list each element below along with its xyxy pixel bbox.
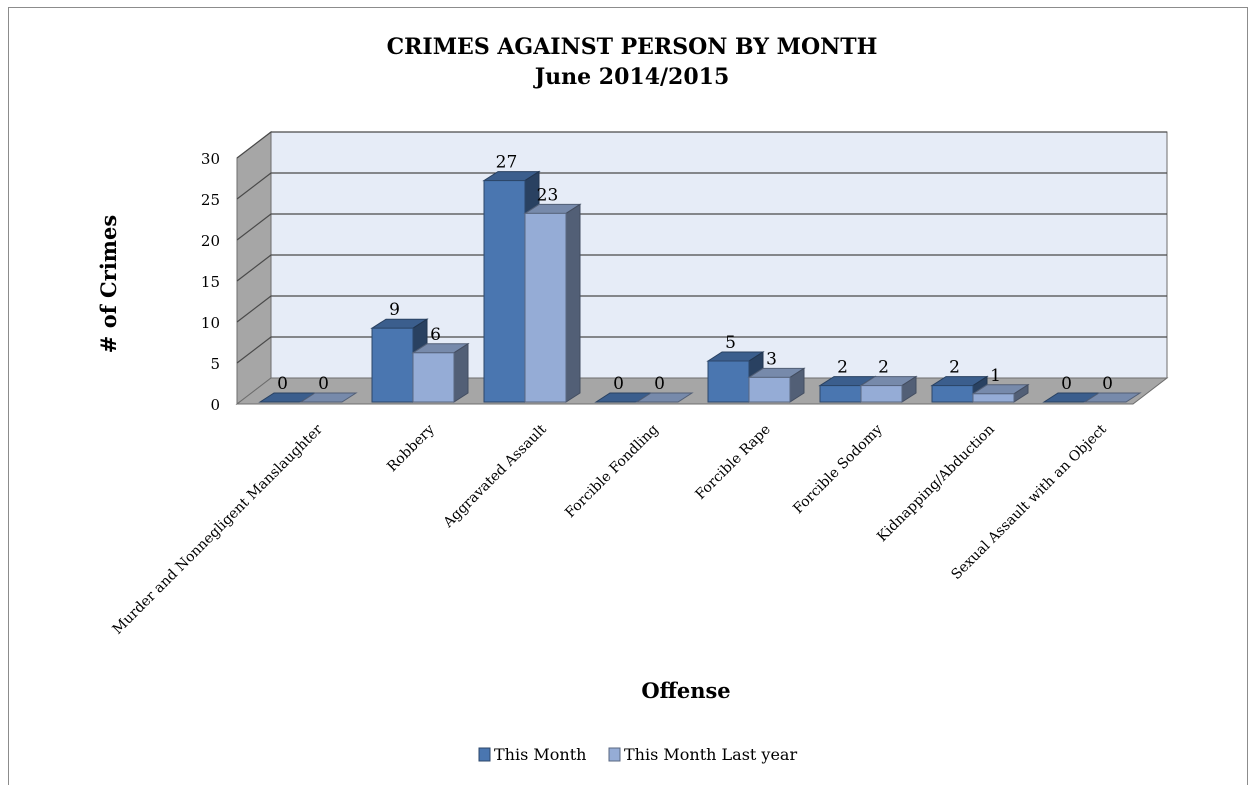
data-label: 0 — [318, 374, 329, 394]
y-tick-label: 20 — [201, 232, 220, 250]
gridline — [236, 254, 1167, 282]
y-tick-label: 0 — [210, 396, 220, 414]
bar-chart: CRIMES AGAINST PERSON BY MONTH June 2014… — [96, 34, 1169, 764]
bar-series — [258, 170, 1142, 403]
bar-last-year — [747, 367, 806, 403]
y-tick-label: 10 — [201, 314, 220, 332]
gridline — [236, 172, 1167, 200]
legend-label: This Month Last year — [624, 745, 797, 764]
chart-subtitle: June 2014/2015 — [533, 64, 730, 90]
data-label: 0 — [613, 374, 624, 394]
bar-last-year — [859, 375, 918, 403]
x-tick-label: Robbery — [384, 421, 438, 475]
gridline — [236, 336, 1167, 364]
data-label: 5 — [725, 333, 736, 353]
x-tick-label: Kidnapping/Abduction — [874, 422, 998, 546]
data-label: 0 — [654, 374, 665, 394]
data-label: 0 — [1061, 374, 1072, 394]
gridline — [236, 213, 1167, 241]
x-tick-label: Forcible Rape — [692, 422, 773, 503]
data-label: 2 — [837, 358, 848, 378]
chart-title: CRIMES AGAINST PERSON BY MONTH — [387, 34, 878, 60]
legend: This Month This Month Last year — [478, 745, 797, 764]
bar-last-year — [299, 392, 358, 403]
data-label: 2 — [949, 358, 960, 378]
x-tick-label: Aggravated Assault — [440, 421, 550, 531]
data-label: 9 — [389, 300, 400, 320]
x-tick-label: Forcible Fondling — [562, 421, 662, 521]
y-tick-label: 30 — [201, 150, 220, 168]
data-label: 0 — [1102, 374, 1113, 394]
y-tick-label: 15 — [201, 273, 220, 291]
bar-last-year — [635, 392, 694, 403]
y-tick-label: 25 — [201, 191, 220, 209]
legend-item: This Month Last year — [608, 745, 797, 764]
data-label: 2 — [878, 358, 889, 378]
data-label: 0 — [277, 374, 288, 394]
x-axis-title: Offense — [641, 678, 730, 703]
gridline — [236, 131, 1167, 159]
bar-last-year — [1083, 392, 1142, 403]
data-label: 1 — [990, 366, 1001, 386]
y-axis-title: # of Crimes — [96, 215, 121, 353]
data-label: 23 — [537, 185, 559, 205]
data-label: 27 — [496, 153, 518, 173]
bar-last-year — [411, 342, 470, 403]
chart-frame: CRIMES AGAINST PERSON BY MONTH June 2014… — [8, 7, 1248, 785]
x-axis-ticks: Murder and Nonnegligent Manslaughter Robb… — [110, 421, 1110, 637]
data-labels: 0 0 9 6 27 23 0 0 5 3 2 2 2 1 0 0 — [277, 153, 1113, 394]
legend-item: This Month — [478, 745, 586, 764]
gridline — [236, 295, 1167, 323]
gridlines — [236, 131, 1167, 364]
y-tick-label: 5 — [210, 355, 220, 373]
x-tick-label: Murder and Nonnegligent Manslaughter — [110, 421, 326, 637]
x-tick-label: Forcible Sodomy — [790, 421, 886, 517]
legend-swatch — [478, 747, 491, 762]
bar-last-year — [971, 383, 1030, 403]
y-axis-ticks: 0 5 10 15 20 25 30 — [201, 150, 220, 414]
bar-last-year — [523, 203, 582, 403]
legend-swatch — [608, 747, 621, 762]
data-label: 6 — [430, 325, 441, 345]
legend-label: This Month — [494, 745, 586, 764]
data-label: 3 — [766, 349, 777, 369]
